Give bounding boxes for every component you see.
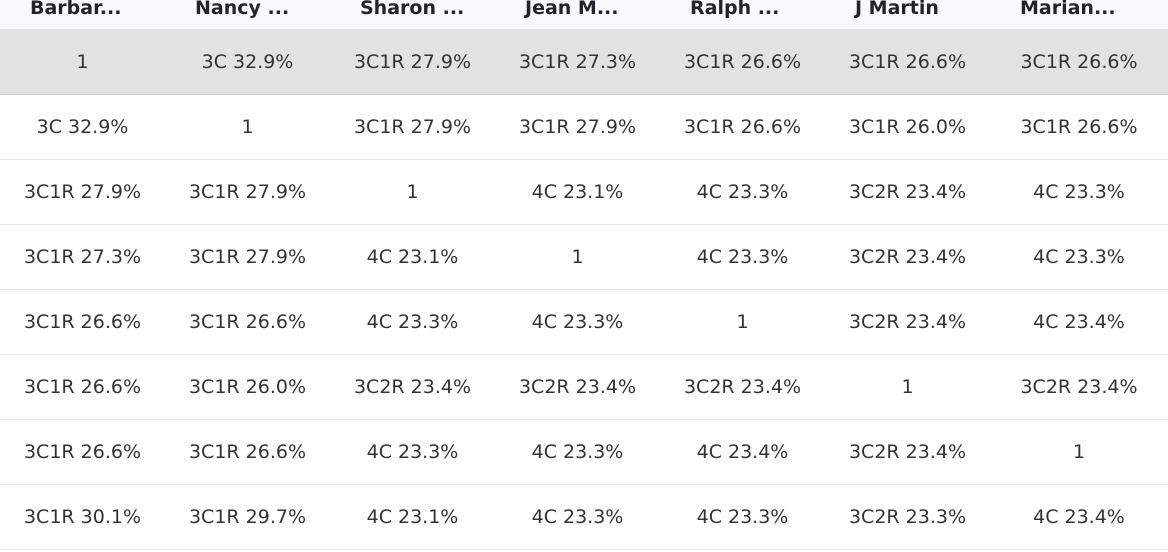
table-cell: 1 — [660, 289, 825, 355]
table-cell: 3C1R 26.6% — [0, 354, 165, 420]
table-row-selected[interactable]: 1 3C 32.9% 3C1R 27.9% 3C1R 27.3% 3C1R 26… — [0, 29, 1168, 95]
table-cell: 3C1R 26.6% — [660, 29, 825, 95]
table-cell: 3C1R 26.6% — [660, 94, 825, 160]
table-row[interactable]: 3C1R 27.3% 3C1R 27.9% 4C 23.1% 1 4C 23.3… — [0, 224, 1168, 290]
table-cell: 4C 23.3% — [660, 484, 825, 550]
column-header[interactable]: J Martin — [825, 0, 990, 30]
table-row[interactable]: 3C1R 26.6% 3C1R 26.6% 4C 23.3% 4C 23.3% … — [0, 419, 1168, 485]
table-cell: 4C 23.1% — [330, 224, 495, 290]
table-row[interactable]: 3C1R 30.1% 3C1R 29.7% 4C 23.1% 4C 23.3% … — [0, 484, 1168, 550]
table-body: 1 3C 32.9% 3C1R 27.9% 3C1R 27.3% 3C1R 26… — [0, 29, 1168, 550]
table-cell: 3C2R 23.4% — [495, 354, 660, 420]
table-cell: 3C1R 26.0% — [165, 354, 330, 420]
column-header[interactable]: Jean M... — [495, 0, 660, 30]
table-cell: 3C 32.9% — [0, 94, 165, 160]
table-cell: 3C2R 23.4% — [330, 354, 495, 420]
table-cell: 3C2R 23.4% — [825, 159, 990, 225]
table-cell: 4C 23.3% — [495, 484, 660, 550]
table-cell: 3C 32.9% — [165, 29, 330, 95]
table-header: Barbar... Nancy ... Sharon ... Jean M...… — [0, 0, 1168, 30]
column-header[interactable]: Nancy ... — [165, 0, 330, 30]
column-header[interactable]: Barbar... — [0, 0, 165, 30]
table-cell: 4C 23.4% — [660, 419, 825, 485]
table-cell: 1 — [495, 224, 660, 290]
table-cell: 3C1R 27.9% — [330, 29, 495, 95]
table-cell: 4C 23.3% — [495, 289, 660, 355]
table-cell: 4C 23.3% — [330, 419, 495, 485]
table-cell: 3C2R 23.4% — [990, 354, 1168, 420]
table-cell: 3C1R 27.9% — [495, 94, 660, 160]
table-cell: 3C1R 29.7% — [165, 484, 330, 550]
table-cell: 3C1R 27.9% — [165, 224, 330, 290]
table-cell: 3C2R 23.4% — [825, 289, 990, 355]
column-header[interactable]: Sharon ... — [330, 0, 495, 30]
table-cell: 3C1R 26.6% — [0, 419, 165, 485]
table-cell: 1 — [330, 159, 495, 225]
table-row[interactable]: 3C1R 27.9% 3C1R 27.9% 1 4C 23.1% 4C 23.3… — [0, 159, 1168, 225]
table-cell: 3C1R 27.9% — [0, 159, 165, 225]
table-cell: 3C1R 26.6% — [165, 419, 330, 485]
table-cell: 3C2R 23.4% — [825, 419, 990, 485]
table-cell: 3C2R 23.4% — [825, 224, 990, 290]
table-cell: 4C 23.1% — [330, 484, 495, 550]
table-cell: 4C 23.4% — [990, 289, 1168, 355]
table-cell: 1 — [0, 29, 165, 95]
table-row[interactable]: 3C1R 26.6% 3C1R 26.0% 3C2R 23.4% 3C2R 23… — [0, 354, 1168, 420]
table-cell: 3C1R 27.3% — [0, 224, 165, 290]
table-cell: 3C1R 26.6% — [990, 94, 1168, 160]
table-cell: 3C1R 26.6% — [165, 289, 330, 355]
table-cell: 3C1R 27.9% — [165, 159, 330, 225]
table-cell: 3C2R 23.3% — [825, 484, 990, 550]
table-cell: 4C 23.3% — [495, 419, 660, 485]
table-cell: 3C2R 23.4% — [660, 354, 825, 420]
header-row: Barbar... Nancy ... Sharon ... Jean M...… — [0, 0, 1168, 30]
table-cell: 3C1R 27.3% — [495, 29, 660, 95]
table-row[interactable]: 3C 32.9% 1 3C1R 27.9% 3C1R 27.9% 3C1R 26… — [0, 94, 1168, 160]
table-cell: 4C 23.3% — [990, 159, 1168, 225]
column-header[interactable]: Ralph ... — [660, 0, 825, 30]
table-cell: 3C1R 26.6% — [990, 29, 1168, 95]
table-cell: 4C 23.3% — [990, 224, 1168, 290]
table-cell: 3C1R 26.6% — [0, 289, 165, 355]
table-row[interactable]: 3C1R 26.6% 3C1R 26.6% 4C 23.3% 4C 23.3% … — [0, 289, 1168, 355]
table-cell: 3C1R 27.9% — [330, 94, 495, 160]
table-cell: 3C1R 30.1% — [0, 484, 165, 550]
table-cell: 4C 23.3% — [660, 224, 825, 290]
table-cell: 4C 23.3% — [330, 289, 495, 355]
table-cell: 1 — [990, 419, 1168, 485]
table-cell: 1 — [825, 354, 990, 420]
table-cell: 4C 23.3% — [660, 159, 825, 225]
table-cell: 3C1R 26.0% — [825, 94, 990, 160]
table-cell: 4C 23.4% — [990, 484, 1168, 550]
table-cell: 1 — [165, 94, 330, 160]
table-cell: 3C1R 26.6% — [825, 29, 990, 95]
column-header[interactable]: Marian... — [990, 0, 1168, 30]
table-cell: 4C 23.1% — [495, 159, 660, 225]
